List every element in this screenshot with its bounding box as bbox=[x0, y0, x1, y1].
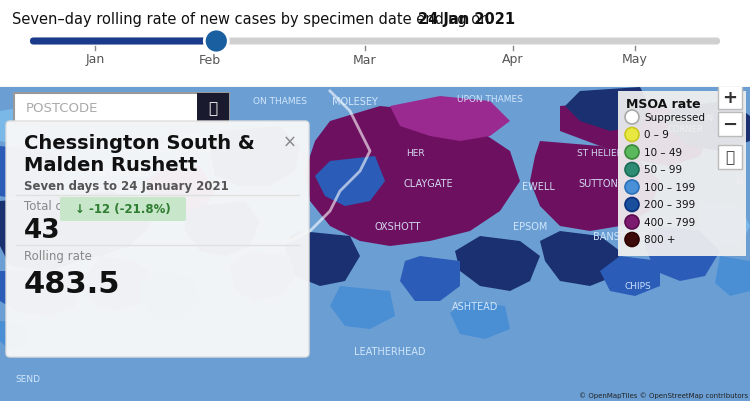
Text: Malden Rushett: Malden Rushett bbox=[24, 156, 197, 174]
Polygon shape bbox=[210, 127, 300, 186]
Polygon shape bbox=[715, 256, 750, 296]
Text: 200 – 399: 200 – 399 bbox=[644, 200, 695, 210]
FancyBboxPatch shape bbox=[14, 94, 229, 124]
Text: SUTTON: SUTTON bbox=[578, 178, 618, 188]
Polygon shape bbox=[0, 107, 40, 147]
Text: Total cases: Total cases bbox=[24, 200, 88, 213]
Polygon shape bbox=[665, 102, 750, 152]
Polygon shape bbox=[530, 142, 660, 231]
Polygon shape bbox=[285, 231, 360, 286]
Polygon shape bbox=[60, 192, 150, 261]
Text: +: + bbox=[722, 89, 737, 107]
Circle shape bbox=[625, 215, 639, 229]
Text: MOLESEY: MOLESEY bbox=[332, 97, 378, 107]
Circle shape bbox=[625, 198, 639, 212]
Polygon shape bbox=[455, 237, 540, 291]
Circle shape bbox=[625, 180, 639, 194]
Text: WEYBRIDGE: WEYBRIDGE bbox=[94, 169, 149, 178]
Text: 483.5: 483.5 bbox=[24, 269, 121, 298]
Polygon shape bbox=[0, 196, 100, 271]
Text: CLAYGATE: CLAYGATE bbox=[404, 178, 453, 188]
Text: Seven days to 24 January 2021: Seven days to 24 January 2021 bbox=[24, 180, 229, 192]
Text: LEATHERHEAD: LEATHERHEAD bbox=[354, 346, 426, 356]
Polygon shape bbox=[450, 301, 510, 339]
Polygon shape bbox=[185, 201, 260, 256]
Text: UPON THAMES: UPON THAMES bbox=[457, 95, 523, 104]
Text: ON THAMES: ON THAMES bbox=[253, 97, 307, 106]
Polygon shape bbox=[0, 271, 80, 316]
Text: BEDDINGTON
CORNER: BEDDINGTON CORNER bbox=[656, 114, 714, 134]
Polygon shape bbox=[140, 271, 200, 321]
Text: N: N bbox=[736, 176, 744, 186]
FancyBboxPatch shape bbox=[30, 38, 216, 45]
Text: BANSTEAD: BANSTEAD bbox=[593, 231, 646, 241]
Text: Rolling rate: Rolling rate bbox=[24, 249, 92, 262]
Text: −: − bbox=[722, 116, 737, 134]
FancyBboxPatch shape bbox=[6, 122, 309, 357]
Text: HER: HER bbox=[406, 149, 424, 158]
Circle shape bbox=[625, 233, 639, 247]
Text: ST HELIER: ST HELIER bbox=[577, 149, 623, 158]
FancyBboxPatch shape bbox=[718, 146, 742, 170]
Text: Apr: Apr bbox=[503, 53, 524, 66]
FancyBboxPatch shape bbox=[30, 38, 720, 45]
Polygon shape bbox=[0, 321, 30, 351]
FancyBboxPatch shape bbox=[618, 92, 746, 256]
Circle shape bbox=[204, 30, 228, 54]
Text: SEND: SEND bbox=[16, 375, 40, 383]
Text: ×: × bbox=[284, 134, 297, 152]
Circle shape bbox=[625, 146, 639, 160]
Circle shape bbox=[625, 128, 639, 142]
Polygon shape bbox=[0, 147, 65, 201]
FancyBboxPatch shape bbox=[60, 198, 186, 221]
Text: 24 Jan 2021: 24 Jan 2021 bbox=[418, 12, 515, 27]
Text: 100 – 199: 100 – 199 bbox=[644, 182, 695, 192]
Circle shape bbox=[625, 163, 639, 177]
Polygon shape bbox=[230, 251, 295, 301]
Polygon shape bbox=[700, 201, 750, 246]
Text: ↓ -12 (-21.8%): ↓ -12 (-21.8%) bbox=[75, 203, 171, 216]
Polygon shape bbox=[330, 286, 395, 329]
Text: May: May bbox=[622, 53, 648, 66]
Polygon shape bbox=[305, 107, 520, 246]
Polygon shape bbox=[540, 231, 620, 286]
Text: CHIPS: CHIPS bbox=[625, 282, 651, 291]
Text: © OpenMapTiles © OpenStreetMap contributors: © OpenMapTiles © OpenStreetMap contribut… bbox=[579, 391, 748, 398]
Polygon shape bbox=[390, 97, 510, 142]
Polygon shape bbox=[80, 256, 155, 311]
Polygon shape bbox=[560, 102, 710, 166]
Text: EPSOM: EPSOM bbox=[513, 221, 548, 231]
Text: POSTCODE: POSTCODE bbox=[26, 102, 98, 115]
Text: 🔍: 🔍 bbox=[209, 101, 218, 116]
Polygon shape bbox=[145, 166, 215, 221]
Circle shape bbox=[625, 111, 639, 125]
Text: 0 – 9: 0 – 9 bbox=[644, 130, 669, 140]
Polygon shape bbox=[645, 227, 720, 281]
Text: Suppressed: Suppressed bbox=[644, 113, 705, 123]
Text: ⤢: ⤢ bbox=[725, 150, 734, 165]
Text: MSOA rate: MSOA rate bbox=[626, 98, 701, 111]
Text: 50 – 99: 50 – 99 bbox=[644, 165, 682, 175]
Text: Mar: Mar bbox=[353, 53, 376, 66]
Polygon shape bbox=[565, 88, 650, 132]
FancyBboxPatch shape bbox=[718, 113, 742, 137]
Polygon shape bbox=[315, 157, 385, 207]
FancyBboxPatch shape bbox=[718, 86, 742, 110]
Text: Seven–day rolling rate of new cases by specimen date ending on: Seven–day rolling rate of new cases by s… bbox=[12, 12, 494, 27]
Text: WALTON-
ON-THAMES: WALTON- ON-THAMES bbox=[158, 134, 212, 153]
Polygon shape bbox=[400, 256, 460, 301]
Text: EWELL: EWELL bbox=[521, 182, 554, 192]
Text: Chessington South &: Chessington South & bbox=[24, 134, 255, 153]
Text: 10 – 49: 10 – 49 bbox=[644, 148, 682, 158]
Text: 400 – 799: 400 – 799 bbox=[644, 217, 695, 227]
Text: ASHTEAD: ASHTEAD bbox=[452, 301, 498, 311]
Text: 43: 43 bbox=[24, 217, 61, 243]
Polygon shape bbox=[600, 256, 660, 296]
Text: Feb: Feb bbox=[199, 53, 221, 66]
Text: Jan: Jan bbox=[86, 53, 104, 66]
Text: OXSHOTT: OXSHOTT bbox=[375, 221, 422, 231]
Text: 800 +: 800 + bbox=[644, 235, 676, 245]
Bar bbox=[197, 94, 229, 124]
